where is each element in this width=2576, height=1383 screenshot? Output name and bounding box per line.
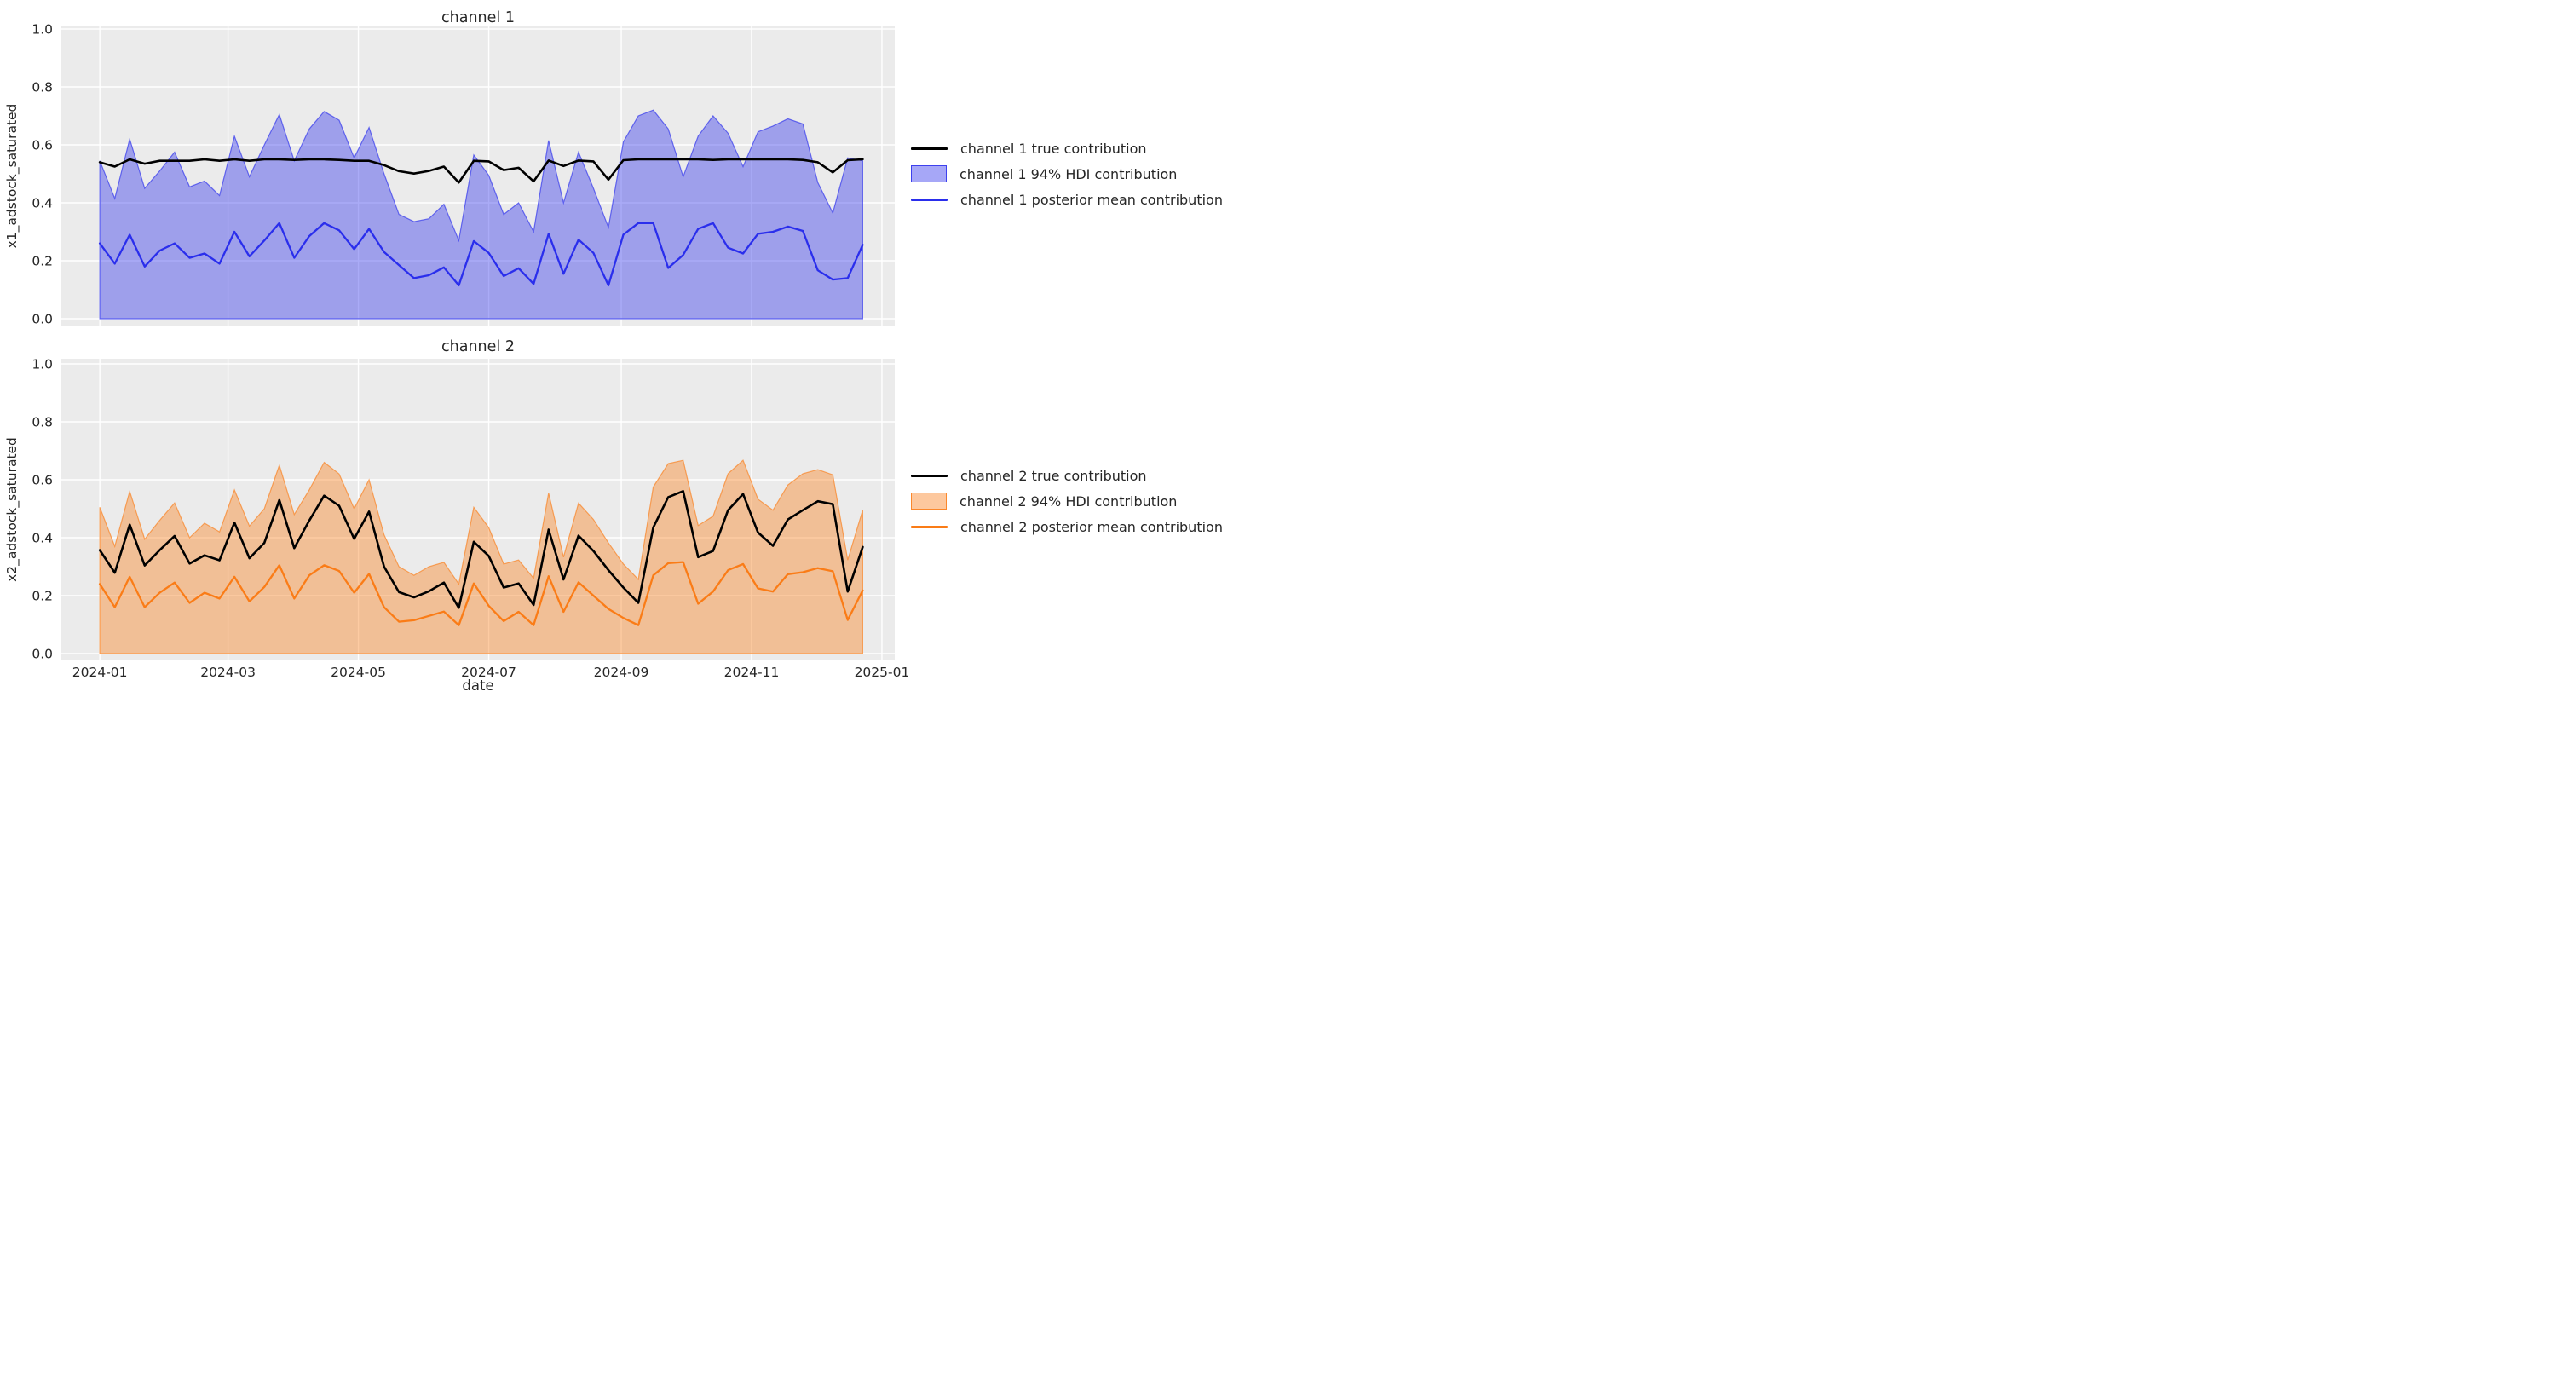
true-line (98, 158, 864, 184)
hdi-patch-swatch (911, 493, 947, 510)
posterior-mean-line (98, 222, 864, 287)
y-tick-label: 1.0 (32, 357, 53, 372)
legend-label: channel 1 94% HDI contribution (960, 165, 1178, 182)
legend-item-hdi: channel 1 94% HDI contribution (911, 164, 1223, 183)
x-tick-label: 2024-03 (200, 665, 256, 680)
x-tick-label: 2024-05 (331, 665, 386, 680)
posterior-mean-line (98, 561, 864, 626)
y-tick-label: 0.4 (32, 531, 53, 546)
x-tick-label: 2024-07 (461, 665, 516, 680)
legend-label: channel 1 true contribution (960, 140, 1147, 157)
mean-line-swatch (911, 525, 948, 528)
legend-item-mean: channel 1 posterior mean contribution (911, 190, 1223, 209)
legend-item-true: channel 1 true contribution (911, 139, 1223, 158)
x-tick-label: 2024-09 (594, 665, 649, 680)
hdi-band (99, 109, 864, 320)
y-tick-label: 0.6 (32, 473, 53, 488)
chart-title: channel 1 (441, 9, 515, 26)
plot-background (61, 359, 895, 660)
y-tick-label: 1.0 (32, 22, 53, 37)
true-line (98, 490, 864, 609)
channel-1-panel: 0.0 0.2 0.4 0.6 0.8 1.0 channel 1 x1_adstock_sa… (0, 0, 1288, 327)
y-tick-label: 0.2 (32, 589, 53, 604)
x-tick-label: 2024-01 (72, 665, 128, 680)
plot-background (61, 26, 895, 326)
y-axis-label: x2_adstock_saturated (4, 437, 20, 582)
y-tick-label: 0.8 (32, 415, 53, 430)
legend-label: channel 2 94% HDI contribution (960, 493, 1178, 510)
legend-label: channel 2 true contribution (960, 467, 1147, 484)
legend-label: channel 1 posterior mean contribution (960, 191, 1223, 208)
legend-item-mean: channel 2 posterior mean contribution (911, 517, 1223, 536)
chart-channel-1: 0.0 0.2 0.4 0.6 0.8 1.0 channel 1 x1_adstock_sa… (4, 9, 895, 327)
hdi-band (99, 459, 864, 654)
y-tick-label: 0.0 (32, 647, 53, 662)
y-axis-label: x1_adstock_saturated (4, 104, 20, 249)
channel-2-legend: channel 2 true contribution channel 2 94… (911, 466, 1223, 543)
legend-item-true: channel 2 true contribution (911, 466, 1223, 485)
channel-1-legend: channel 1 true contribution channel 1 94… (911, 139, 1223, 216)
y-tick-label: 0.8 (32, 80, 53, 95)
channel-2-panel: 0.0 0.2 0.4 0.6 0.8 1.0 2024-01 2024-03 2024-05 2… (0, 327, 1288, 692)
y-tick-label: 0.2 (32, 254, 53, 269)
x-tick-label: 2025-01 (855, 665, 910, 680)
black-line-swatch (911, 474, 948, 477)
mean-line-swatch (911, 198, 948, 201)
y-tick-label: 0.0 (32, 312, 53, 327)
x-axis-label: date (462, 677, 493, 692)
legend-item-hdi: channel 2 94% HDI contribution (911, 492, 1223, 510)
hdi-patch-swatch (911, 165, 947, 182)
chart-title: channel 2 (441, 338, 515, 355)
figure: 0.0 0.2 0.4 0.6 0.8 1.0 channel 1 x1_adstock_sa… (0, 0, 1288, 692)
x-tick-label: 2024-11 (724, 665, 780, 680)
y-tick-label: 0.6 (32, 138, 53, 153)
y-tick-label: 0.4 (32, 196, 53, 211)
black-line-swatch (911, 147, 948, 150)
chart-channel-2: 0.0 0.2 0.4 0.6 0.8 1.0 2024-01 2024-03 2024-05 2… (4, 338, 910, 692)
legend-label: channel 2 posterior mean contribution (960, 518, 1223, 535)
